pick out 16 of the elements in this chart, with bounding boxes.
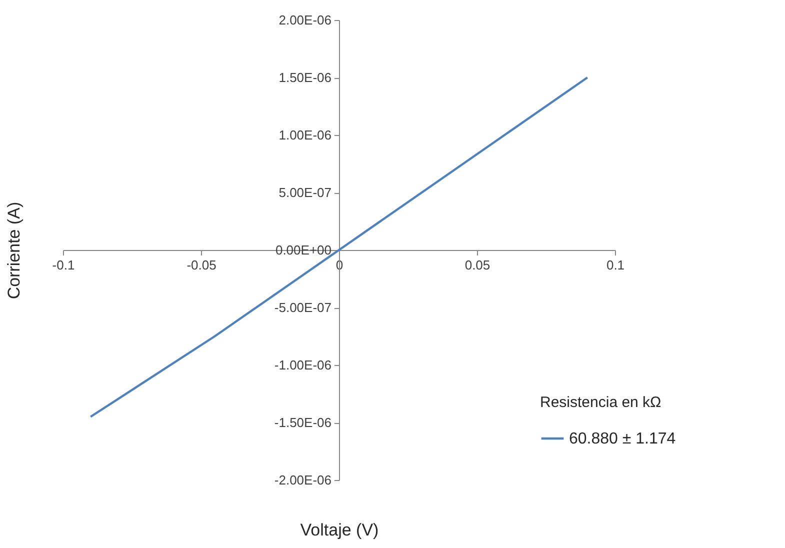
y-tick-label: 1.00E-06 <box>278 128 332 142</box>
y-tick-label: -1.00E-06 <box>274 358 332 372</box>
y-tick-label: 1.50E-06 <box>278 70 332 85</box>
x-tick-label: -0.1 <box>52 258 75 272</box>
y-tick-label: 5.00E-07 <box>278 185 332 200</box>
x-tick-label: -0.05 <box>186 258 216 272</box>
x-axis-title: Voltaje (V) <box>300 520 379 540</box>
y-tick-label: 2.00E-06 <box>278 12 332 28</box>
legend-title: Resistencia en kΩ <box>540 394 662 411</box>
y-axis-title: Corriente (A) <box>4 202 24 300</box>
x-tick-label: 0.05 <box>464 258 490 272</box>
y-tick-label: -2.00E-06 <box>274 472 332 488</box>
x-tick-label: 0.1 <box>606 258 625 272</box>
y-tick-label: -1.50E-06 <box>274 415 332 430</box>
legend-label: 60.880 ± 1.174 <box>569 430 676 448</box>
y-tick-label: -5.00E-07 <box>274 300 332 315</box>
